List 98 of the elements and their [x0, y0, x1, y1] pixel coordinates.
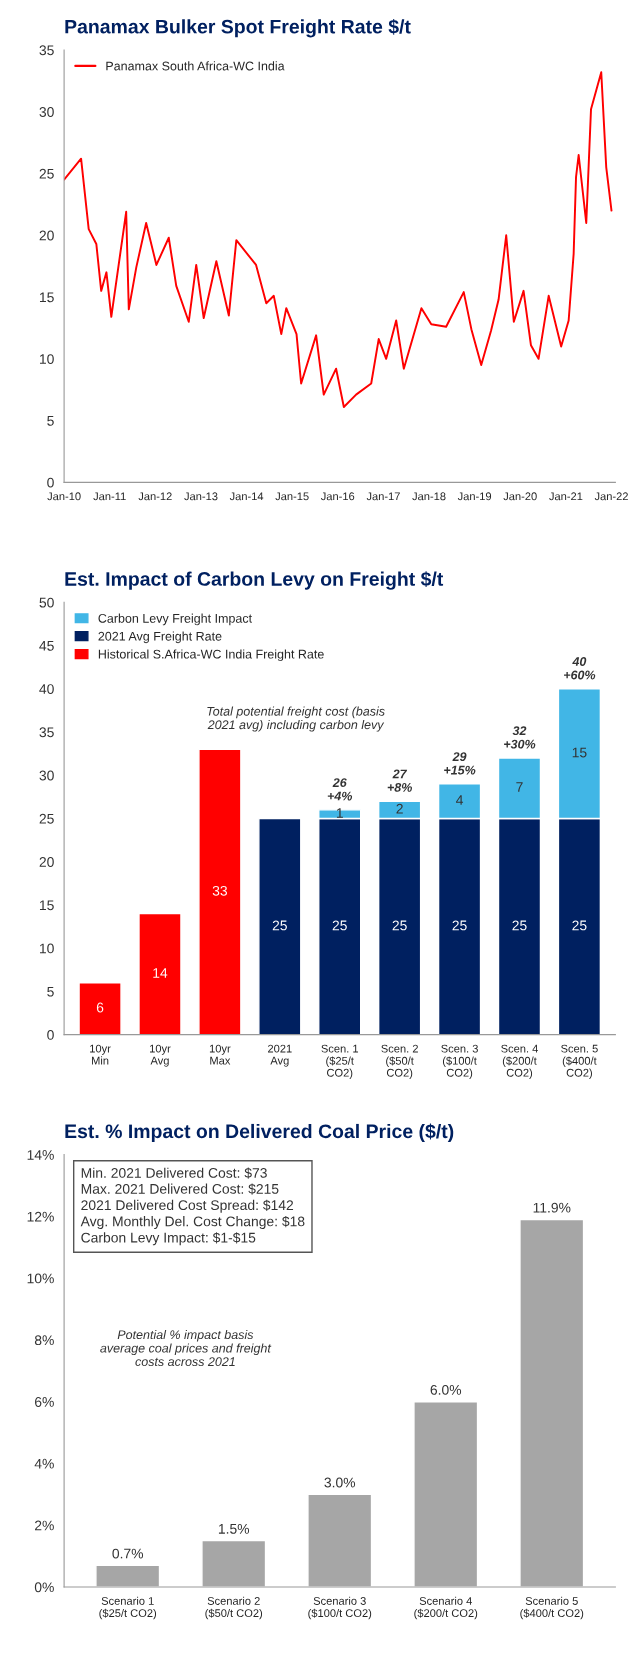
x-tick-label: Jan-13 [184, 492, 218, 501]
y-tick-label: 50 [39, 597, 54, 608]
total-label: 27 +8% [387, 769, 412, 792]
bar [138, 912, 182, 1035]
total-label: 29 +15% [444, 752, 476, 775]
bar [258, 817, 302, 1035]
data-label: 33 [212, 885, 228, 896]
x-tick-label: Jan-18 [412, 492, 446, 501]
chart-title: Est. % Impact on Delivered Coal Price ($/t) [65, 1123, 454, 1143]
y-tick-label: 2% [35, 1520, 54, 1531]
annotation: Total potential freight cost (basis 2021 avg) including carbon levy [207, 706, 385, 732]
x-tick-label: Jan-19 [457, 492, 492, 501]
y-tick-label: 10% [27, 1273, 54, 1284]
x-tick-label: Scen. 5 ($400/t CO2) [561, 1044, 598, 1079]
y-tick-label: 10 [39, 943, 54, 954]
x-tick-label: Scenario 3 ($100/t CO2) [308, 1596, 372, 1620]
y-tick-label: 15 [39, 292, 54, 303]
data-label: 25 [392, 920, 407, 931]
x-tick-label: Jan-21 [549, 492, 583, 501]
data-label: 25 [572, 920, 587, 931]
y-tick-label: 30 [39, 107, 54, 117]
x-tick-label: Jan-14 [229, 492, 264, 501]
data-label: 25 [272, 920, 287, 931]
chart-title: Est. Impact of Carbon Levy on Freight $/t [65, 571, 444, 590]
data-label: 25 [512, 920, 527, 931]
y-tick-label: 15 [39, 900, 54, 911]
data-label: 4 [456, 795, 464, 805]
y-tick-label: 25 [39, 813, 54, 824]
x-tick-label: Jan-11 [93, 492, 126, 501]
total-label: 40 +60% [564, 657, 596, 680]
x-tick-label: Scen. 4 ($200/t CO2) [501, 1044, 538, 1079]
y-tick-label: 5 [47, 986, 54, 997]
y-tick-label: 20 [39, 857, 54, 867]
total-label: 26 +4% [327, 778, 353, 801]
y-tick-label: 40 [39, 684, 54, 694]
x-tick-label: Jan-15 [275, 492, 309, 501]
data-label: 6 [96, 1002, 104, 1013]
data-label: 25 [452, 920, 467, 931]
line-series [64, 71, 613, 408]
x-tick-label: Scenario 2 ($50/t CO2) [205, 1596, 263, 1620]
y-tick-label: 25 [39, 168, 54, 179]
y-tick-label: 0 [47, 1030, 54, 1040]
y-tick-label: 14% [27, 1150, 54, 1160]
data-label: 2 [396, 803, 403, 814]
y-tick-label: 5 [47, 416, 54, 426]
legend-label: Historical S.Africa-WC India Freight Rate [98, 649, 324, 662]
y-tick-label: 12% [27, 1211, 54, 1222]
x-tick-label: Jan-22 [594, 492, 628, 501]
total-label: 32 +30% [504, 726, 536, 749]
data-label: 25 [332, 920, 347, 931]
bar [198, 748, 242, 1035]
data-label: 6.0% [430, 1384, 462, 1395]
x-tick-label: Scen. 2 ($50/t CO2) [381, 1044, 418, 1079]
x-tick-label: Jan-10 [47, 492, 81, 501]
x-tick-label: Jan-16 [320, 492, 355, 501]
data-label: 14 [153, 968, 168, 978]
data-label: 7 [516, 782, 523, 792]
chart-title: Panamax Bulker Spot Freight Rate $/t [65, 18, 411, 38]
data-label: 0.7% [112, 1548, 144, 1559]
legend-label: Panamax South Africa-WC India [106, 61, 285, 71]
bar [413, 1401, 479, 1587]
bar [519, 1218, 585, 1587]
y-tick-label: 8% [34, 1335, 54, 1346]
y-tick-label: 0% [34, 1582, 54, 1593]
bar [95, 1564, 161, 1587]
annotation: Min. 2021 Delivered Cost: $73 Max. 2021 Delivered Cost: $215 2021 Delivered Cost Spread: $142 Avg. Monthly Del. Cost Change: $18 Carbon Levy Impact: $1-$15 [80, 1167, 305, 1246]
y-tick-label: 35 [39, 727, 54, 738]
data-label: 11.9% [533, 1202, 571, 1213]
bar [78, 982, 122, 1035]
data-label: 15 [572, 747, 587, 758]
legend-label: 2021 Avg Freight Rate [98, 631, 222, 644]
data-label: 1 [336, 808, 343, 818]
x-tick-label: Jan-17 [366, 492, 400, 501]
y-tick-label: 35 [39, 45, 54, 56]
legend-label: Carbon Levy Freight Impact [98, 613, 252, 626]
bar [307, 1493, 373, 1587]
x-tick-label: Jan-12 [138, 492, 172, 501]
x-tick-label: Scenario 5 ($400/t CO2) [520, 1596, 584, 1620]
y-tick-label: 10 [39, 354, 54, 364]
x-tick-label: 2021 Avg [268, 1044, 292, 1067]
y-tick-label: 4% [34, 1458, 54, 1469]
data-label: 3.0% [324, 1477, 356, 1488]
y-tick-label: 0 [47, 477, 54, 488]
x-tick-label: Jan-20 [503, 492, 537, 501]
x-tick-label: Scenario 1 ($25/t CO2) [99, 1596, 157, 1620]
annotation: Potential % impact basis average coal prices and freight costs across 2021 [100, 1329, 272, 1367]
data-label: 1.5% [218, 1523, 250, 1534]
y-tick-label: 45 [39, 641, 54, 651]
x-tick-label: 10yr Min [90, 1044, 111, 1065]
bar [201, 1539, 267, 1587]
y-tick-label: 20 [39, 230, 54, 241]
y-tick-label: 30 [39, 770, 54, 781]
x-tick-label: Scen. 1 ($25/t CO2) [321, 1044, 359, 1079]
x-tick-label: 10yr Max [209, 1044, 231, 1065]
x-tick-label: 10yr Avg [150, 1044, 171, 1067]
y-tick-label: 6% [35, 1397, 54, 1407]
x-tick-label: Scenario 4 ($200/t CO2) [414, 1596, 478, 1620]
x-tick-label: Scen. 3 ($100/t CO2) [441, 1044, 478, 1079]
